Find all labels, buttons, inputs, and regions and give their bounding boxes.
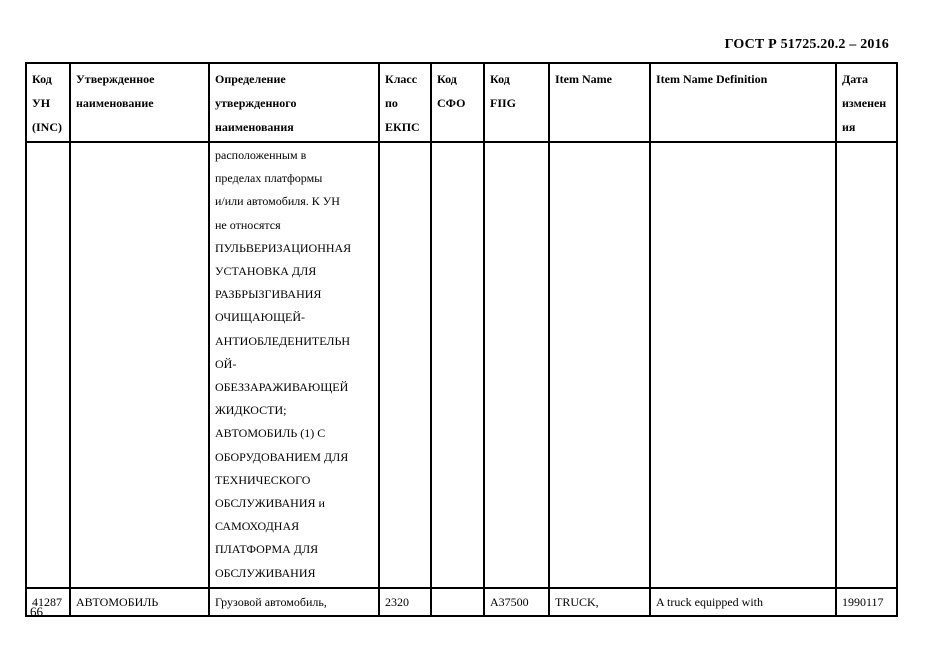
cell-item-name-definition bbox=[649, 141, 837, 589]
col-header-approved-name: Утвержденное наименование bbox=[69, 62, 210, 143]
cell-definition: расположенным в пределах платформы и/или… bbox=[208, 141, 380, 589]
col-header-change-date: Дата изменен ия bbox=[835, 62, 898, 143]
table-row: 41287 АВТОМОБИЛЬ Грузовой автомобиль, 23… bbox=[25, 586, 898, 617]
cell-ekps-class bbox=[378, 141, 432, 589]
cell-inc-code bbox=[25, 141, 71, 589]
col-header-item-name-definition: Item Name Definition bbox=[649, 62, 837, 143]
col-header-item-name: Item Name bbox=[548, 62, 651, 143]
cell-item-name bbox=[548, 141, 651, 589]
catalog-table: Код УН (INC) Утвержденное наименование О… bbox=[25, 62, 898, 617]
table-row: расположенным в пределах платформы и/или… bbox=[25, 141, 898, 589]
standard-reference: ГОСТ Р 51725.20.2 – 2016 bbox=[724, 37, 889, 52]
cell-fiig-code bbox=[483, 141, 550, 589]
page-number: 66 bbox=[30, 604, 43, 619]
cell-item-name: TRUCK, bbox=[548, 586, 651, 617]
col-header-definition: Определение утвержденного наименования bbox=[208, 62, 380, 143]
cell-sfo-code bbox=[430, 141, 485, 589]
col-header-inc-code: Код УН (INC) bbox=[25, 62, 71, 143]
cell-approved-name: АВТОМОБИЛЬ bbox=[69, 586, 210, 617]
col-header-sfo-code: Код СФО bbox=[430, 62, 485, 143]
table-header-row: Код УН (INC) Утвержденное наименование О… bbox=[25, 62, 898, 143]
cell-item-name-definition: A truck equipped with bbox=[649, 586, 837, 617]
col-header-fiig-code: Код FIIG bbox=[483, 62, 550, 143]
cell-approved-name bbox=[69, 141, 210, 589]
cell-sfo-code bbox=[430, 586, 485, 617]
cell-fiig-code: A37500 bbox=[483, 586, 550, 617]
cell-definition: Грузовой автомобиль, bbox=[208, 586, 380, 617]
cell-inc-code: 41287 bbox=[25, 586, 71, 617]
cell-ekps-class: 2320 bbox=[378, 586, 432, 617]
cell-change-date: 1990117 bbox=[835, 586, 898, 617]
col-header-ekps-class: Класс по ЕКПС bbox=[378, 62, 432, 143]
cell-change-date bbox=[835, 141, 898, 589]
